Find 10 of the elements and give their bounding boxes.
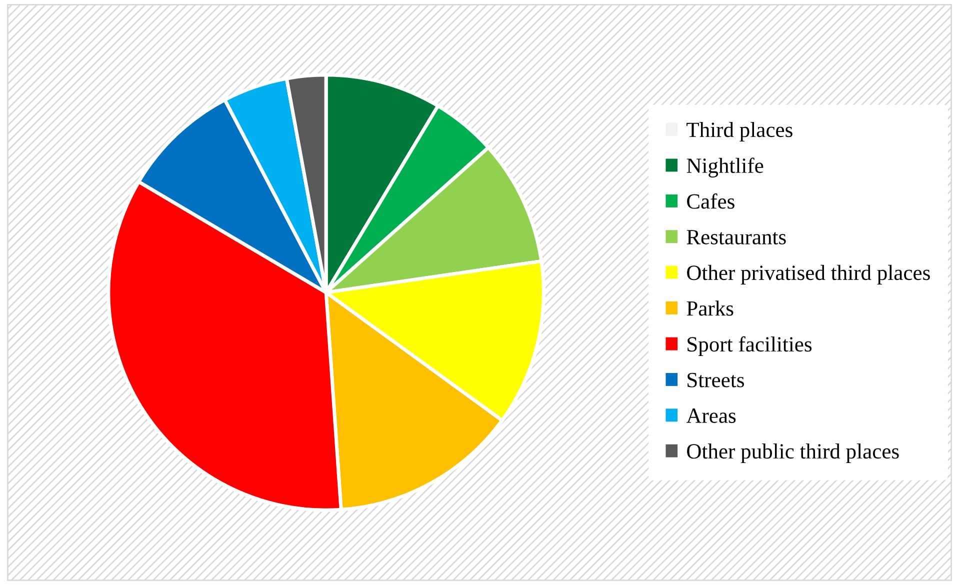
legend-label: Other privatised third places [687,264,930,284]
legend-label: Sport facilities [688,336,812,356]
legend-label: Cafes [687,193,734,209]
legend-label: Streets [688,372,744,388]
legend-label: Other public third places [687,443,899,464]
legend-label: Parks [686,300,734,316]
legend-label: Nightlife [686,158,764,178]
legend-label: Areas [686,408,736,423]
legend-label: Third places [686,122,792,142]
legend-label: Restaurants [686,230,786,244]
